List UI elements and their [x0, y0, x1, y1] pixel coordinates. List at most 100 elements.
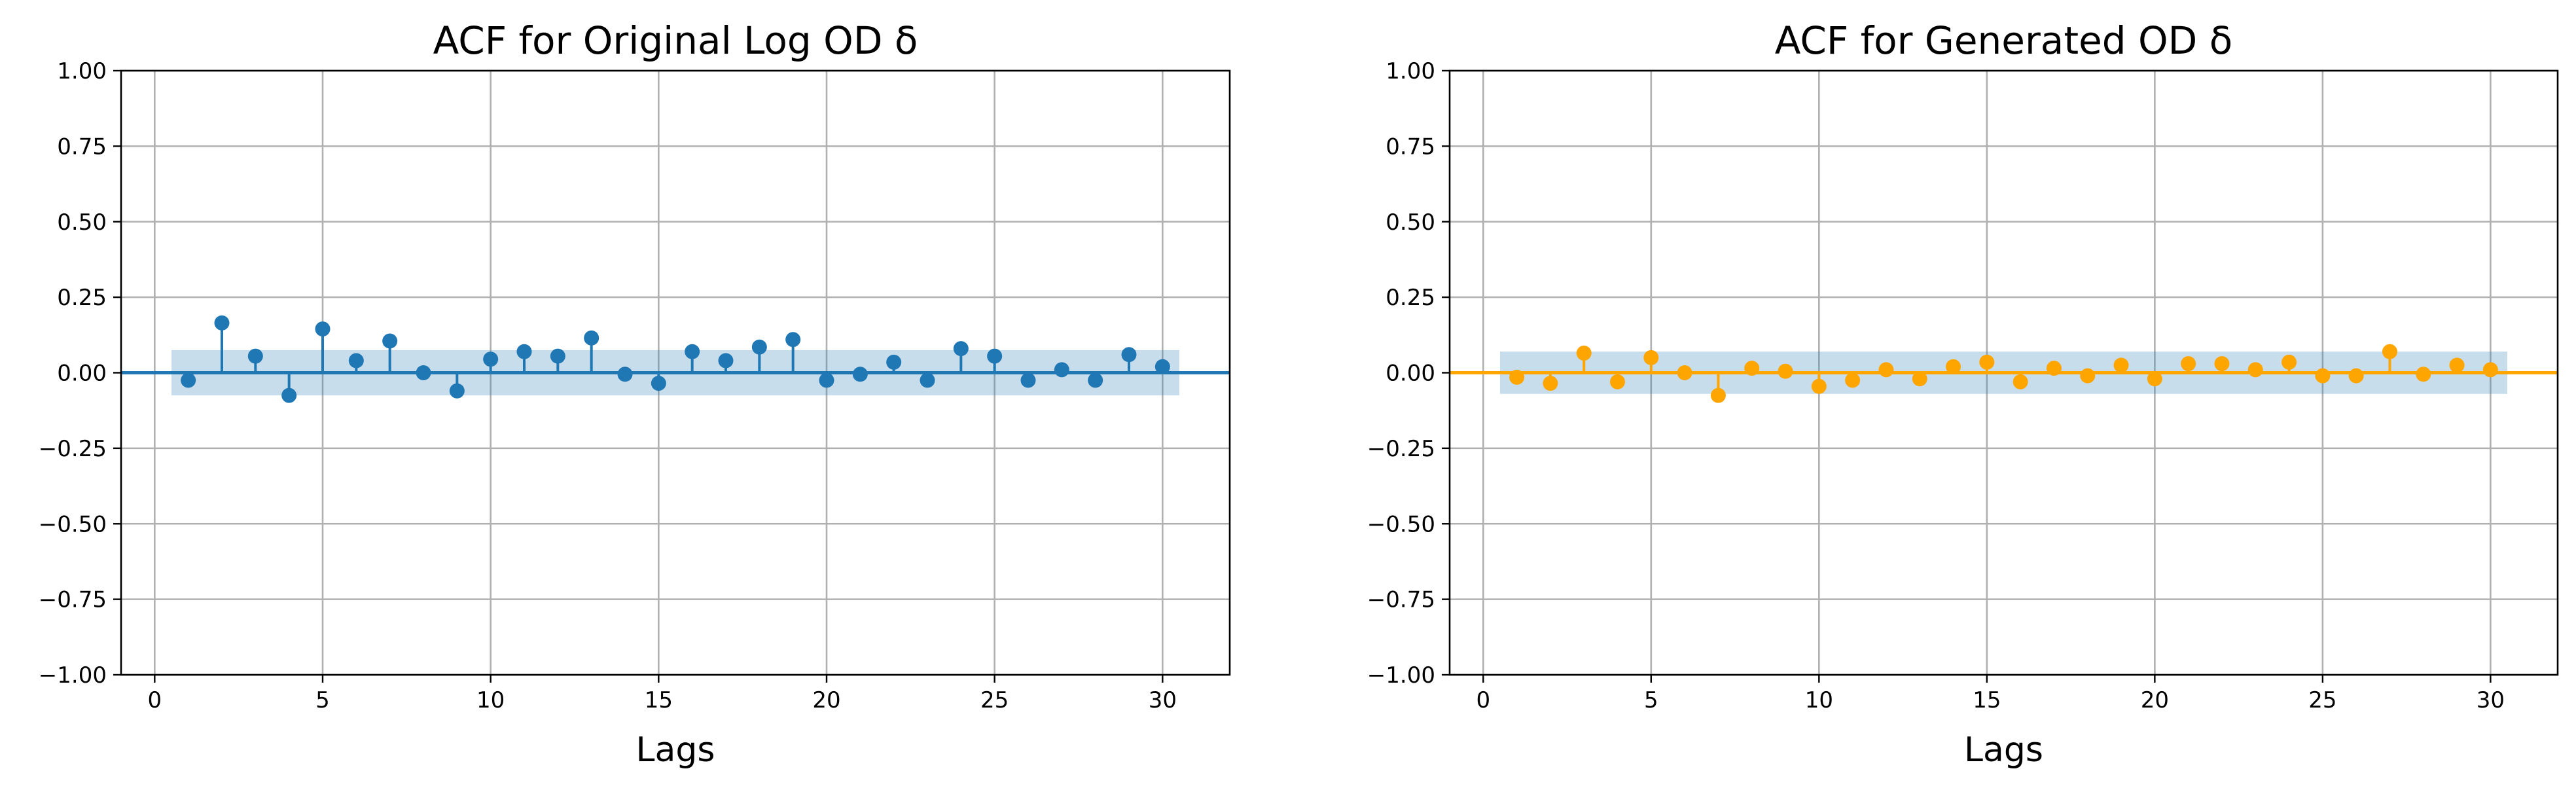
acf-point: [348, 353, 364, 368]
markers: [181, 315, 1170, 403]
acf-point: [416, 365, 431, 380]
acf-point: [449, 383, 465, 399]
acf-point: [987, 348, 1003, 364]
acf-point: [785, 332, 801, 348]
acf-point: [1912, 371, 1927, 387]
y-tick-label: −1.00: [1367, 662, 1435, 689]
acf-point: [281, 387, 297, 403]
acf-point: [852, 367, 868, 382]
acf-point: [2046, 361, 2062, 376]
x-tick-label: 30: [1149, 687, 1177, 713]
acf-point: [1811, 378, 1827, 394]
acf-point: [2113, 357, 2129, 373]
y-tick-label: 0.75: [57, 134, 107, 160]
acf-point: [1643, 350, 1659, 365]
y-tick-label: 0.00: [57, 361, 107, 387]
acf-point: [920, 372, 935, 388]
acf-point: [2181, 356, 2196, 372]
y-tick-label: 0.75: [1386, 134, 1435, 160]
x-tick-label: 20: [812, 687, 840, 713]
acf-point: [1744, 361, 1760, 376]
x-tick-label: 0: [1476, 687, 1490, 713]
acf-point: [1845, 372, 1861, 388]
acf-point: [1946, 359, 1961, 374]
markers: [1509, 344, 2498, 403]
acf-point: [2382, 344, 2397, 359]
x-ticks: 0 5 10 15 20 25 30: [1476, 675, 2505, 713]
acf-point: [550, 348, 565, 364]
y-tick-label: 1.00: [1386, 58, 1435, 84]
acf-point: [651, 376, 666, 391]
acf-point: [247, 348, 263, 364]
acf-point: [1710, 387, 1726, 403]
x-tick-label: 10: [1805, 687, 1833, 713]
y-tick-label: −0.50: [1367, 511, 1435, 537]
acf-point: [2247, 362, 2263, 378]
acf-point: [1088, 372, 1103, 388]
acf-point: [953, 341, 969, 357]
acf-point: [751, 339, 767, 355]
acf-point: [617, 367, 633, 382]
x-tick-label: 10: [476, 687, 505, 713]
x-tick-label: 25: [980, 687, 1009, 713]
x-tick-label: 25: [2308, 687, 2336, 713]
acf-point: [382, 333, 398, 349]
y-tick-label: 1.00: [57, 58, 107, 84]
y-tick-label: −0.25: [39, 436, 107, 462]
acf-point: [2080, 368, 2096, 384]
acf-point: [1576, 346, 1592, 361]
acf-point: [1121, 347, 1137, 363]
y-tick-label: −0.75: [39, 587, 107, 613]
acf-point: [718, 353, 734, 368]
acf-point: [516, 344, 532, 359]
x-axis-label: Lags: [636, 730, 715, 770]
acf-point: [315, 321, 331, 337]
x-tick-label: 30: [2477, 687, 2505, 713]
y-ticks: 1.00 0.75 0.50 0.25 0.00 −0.25 −0.50 −0.75 −1.00: [1367, 58, 1450, 689]
acf-point: [1509, 369, 1525, 385]
acf-point: [483, 351, 499, 367]
acf-point: [1878, 362, 1894, 378]
acf-point: [1154, 359, 1170, 374]
acf-point: [886, 354, 902, 370]
x-tick-label: 0: [148, 687, 162, 713]
x-tick-label: 20: [2141, 687, 2169, 713]
acf-point: [2482, 362, 2498, 378]
acf-panel-generated: 0 5 10 15 20 25 30 1.00 0.75 0.50 0.25 0.00 −0.25 −0.…: [1367, 18, 2559, 770]
acf-point: [1054, 362, 1069, 378]
x-tick-label: 5: [315, 687, 330, 713]
y-tick-label: 0.50: [1386, 209, 1435, 236]
y-tick-label: −0.25: [1367, 436, 1435, 462]
acf-point: [2348, 368, 2364, 384]
x-tick-label: 15: [1973, 687, 2001, 713]
acf-point: [1543, 376, 1558, 391]
acf-point: [1020, 372, 1036, 388]
y-tick-label: −0.75: [1367, 587, 1435, 613]
x-tick-label: 15: [645, 687, 673, 713]
y-tick-label: −1.00: [39, 662, 107, 689]
acf-point: [1979, 354, 1995, 370]
acf-point: [2147, 371, 2162, 387]
y-tick-label: −0.50: [39, 511, 107, 537]
acf-point: [2315, 368, 2331, 384]
acf-point: [2416, 367, 2431, 382]
acf-point: [214, 315, 230, 331]
y-tick-label: 0.50: [57, 209, 107, 236]
acf-point: [819, 372, 834, 388]
y-ticks: 1.00 0.75 0.50 0.25 0.00 −0.25 −0.50 −0.75 −1.00: [39, 58, 121, 689]
acf-point: [181, 372, 196, 388]
acf-point: [2012, 374, 2028, 389]
x-ticks: 0 5 10 15 20 25 30: [148, 675, 1177, 713]
y-tick-label: 0.25: [1386, 285, 1435, 311]
y-tick-label: 0.25: [57, 285, 107, 311]
x-tick-label: 5: [1644, 687, 1658, 713]
acf-point: [1677, 365, 1692, 380]
acf-point: [685, 344, 700, 359]
chart-title: ACF for Generated OD δ: [1775, 18, 2233, 63]
acf-point: [2214, 356, 2230, 372]
acf-point: [1778, 363, 1793, 379]
acf-point: [2449, 357, 2465, 373]
chart-title: ACF for Original Log OD δ: [433, 18, 918, 63]
acf-point: [1610, 374, 1626, 389]
